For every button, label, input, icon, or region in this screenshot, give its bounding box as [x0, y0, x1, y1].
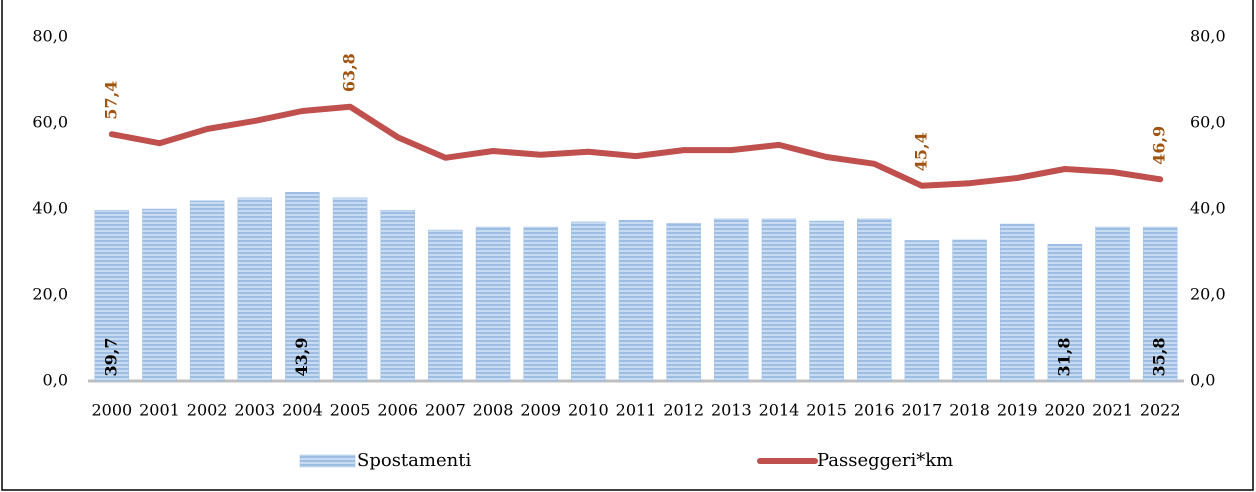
bar [761, 218, 797, 382]
line-value-label: 57,4 [101, 81, 120, 120]
line-value-label: 63,8 [340, 53, 359, 92]
y2-tick-label: 40,0 [1190, 199, 1226, 218]
legend-label: Spostamenti [357, 450, 471, 471]
x-tick-label: 2002 [187, 401, 228, 420]
y-tick-label: 80,0 [32, 27, 68, 46]
y-tick-label: 40,0 [32, 199, 68, 218]
bar-value-label: 39,7 [101, 338, 120, 377]
y-tick-label: 0,0 [43, 371, 68, 390]
y2-tick-label: 20,0 [1190, 285, 1226, 304]
line-value-label: 45,4 [911, 132, 930, 171]
x-tick-label: 2020 [1045, 401, 1086, 420]
bar-value-label: 35,8 [1150, 338, 1169, 377]
bar [380, 210, 415, 382]
x-tick-label: 2017 [902, 401, 943, 420]
bar [1142, 226, 1178, 382]
bar [904, 240, 940, 382]
line [108, 103, 1164, 189]
bar-value-label: 31,8 [1054, 338, 1073, 377]
x-tick-label: 2000 [91, 401, 132, 420]
x-tick-label: 2009 [520, 401, 561, 420]
bar [1047, 244, 1083, 382]
bar [999, 223, 1035, 382]
bar [857, 218, 892, 382]
x-tick-label: 2001 [139, 401, 180, 420]
x-tick-label: 2005 [330, 401, 371, 420]
x-tick-label: 2008 [473, 401, 514, 420]
legend-label: Passeggeri*km [817, 450, 953, 471]
x-tick-label: 2014 [759, 401, 800, 420]
bar [428, 229, 463, 382]
bar [952, 239, 987, 382]
x-tick-label: 2010 [568, 401, 609, 420]
x-tick-label: 2007 [425, 401, 466, 420]
bar [94, 210, 130, 382]
y2-tick-label: 60,0 [1190, 113, 1226, 132]
y-tick-label: 20,0 [32, 285, 68, 304]
x-tick-label: 2016 [854, 401, 895, 420]
y2-tick-label: 0,0 [1190, 371, 1215, 390]
x-tick-label: 2013 [711, 401, 752, 420]
x-tick-label: 2022 [1140, 401, 1181, 420]
x-tick-label: 2018 [949, 401, 990, 420]
x-tick-label: 2011 [616, 401, 657, 420]
y2-tick-label: 80,0 [1190, 27, 1226, 46]
bar [237, 197, 273, 382]
x-tick-label: 2006 [377, 401, 418, 420]
x-tick-label: 2003 [234, 401, 275, 420]
bar [142, 208, 177, 382]
x-tick-label: 2021 [1092, 401, 1133, 420]
legend-swatch [299, 454, 356, 468]
line-value-label: 46,9 [1150, 126, 1169, 165]
bar [618, 219, 654, 382]
bar [666, 222, 701, 382]
x-tick-label: 2012 [663, 401, 704, 420]
bar [1095, 226, 1130, 382]
bar [475, 226, 511, 382]
bar [285, 191, 320, 382]
bar [714, 218, 749, 382]
bar [571, 221, 606, 382]
bar [523, 226, 558, 382]
x-tick-label: 2019 [997, 401, 1038, 420]
x-tick-label: 2015 [806, 401, 847, 420]
bar [809, 220, 844, 382]
bar [189, 200, 225, 382]
y-tick-label: 60,0 [32, 113, 68, 132]
bar-value-label: 43,9 [292, 338, 311, 377]
bar [332, 197, 368, 382]
x-tick-label: 2004 [282, 401, 323, 420]
